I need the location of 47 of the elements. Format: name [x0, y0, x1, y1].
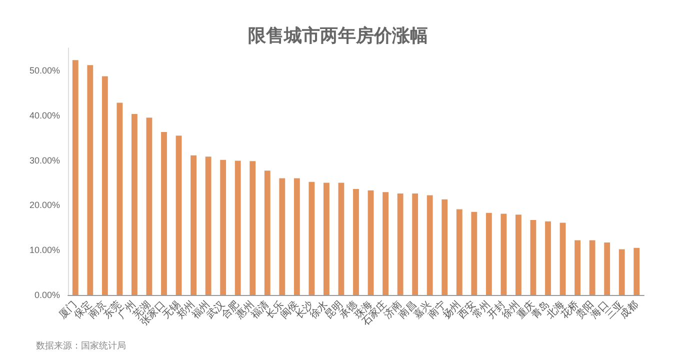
- bar: [353, 189, 359, 295]
- bar: [560, 222, 566, 295]
- bar: [530, 220, 536, 295]
- bar: [72, 60, 78, 295]
- bar: [146, 118, 152, 295]
- bar: [250, 161, 256, 295]
- bar: [442, 199, 448, 295]
- bar: [618, 249, 625, 295]
- bar: [574, 240, 580, 295]
- bar: [604, 242, 610, 295]
- bar: [324, 182, 330, 295]
- bar: [589, 240, 596, 295]
- bar: [279, 178, 286, 295]
- bar: [456, 209, 462, 295]
- bar: [382, 192, 388, 295]
- chart-title: 限售城市两年房价涨幅: [248, 26, 428, 46]
- bar: [116, 102, 123, 295]
- bar: [397, 194, 404, 295]
- bar: [634, 248, 640, 295]
- bar: [234, 160, 241, 295]
- bar: [486, 212, 492, 295]
- bar: [368, 190, 374, 295]
- bar: [516, 214, 522, 295]
- bar: [500, 214, 507, 295]
- bar: [426, 195, 433, 295]
- bar: [545, 221, 551, 295]
- bar: [176, 136, 182, 295]
- bar: [132, 114, 138, 295]
- bar: [338, 182, 344, 295]
- y-tick-label: 30.00%: [29, 155, 60, 166]
- bar: [471, 212, 478, 295]
- y-tick-label: 10.00%: [29, 245, 60, 256]
- bar: [161, 132, 167, 295]
- y-tick-label: 40.00%: [29, 110, 60, 120]
- bar: [87, 65, 94, 295]
- bar: [205, 156, 212, 295]
- bar: [190, 155, 196, 295]
- bar: [412, 194, 418, 295]
- source-note: 数据来源：国家统计局: [36, 340, 126, 352]
- y-tick-label: 20.00%: [29, 200, 60, 210]
- bar: [220, 160, 226, 295]
- bar: [308, 182, 315, 295]
- y-tick-label: 50.00%: [29, 65, 60, 76]
- y-tick-label: 0.00%: [34, 290, 60, 300]
- bar: [264, 170, 270, 295]
- bar: [294, 178, 300, 295]
- bar: [102, 76, 108, 295]
